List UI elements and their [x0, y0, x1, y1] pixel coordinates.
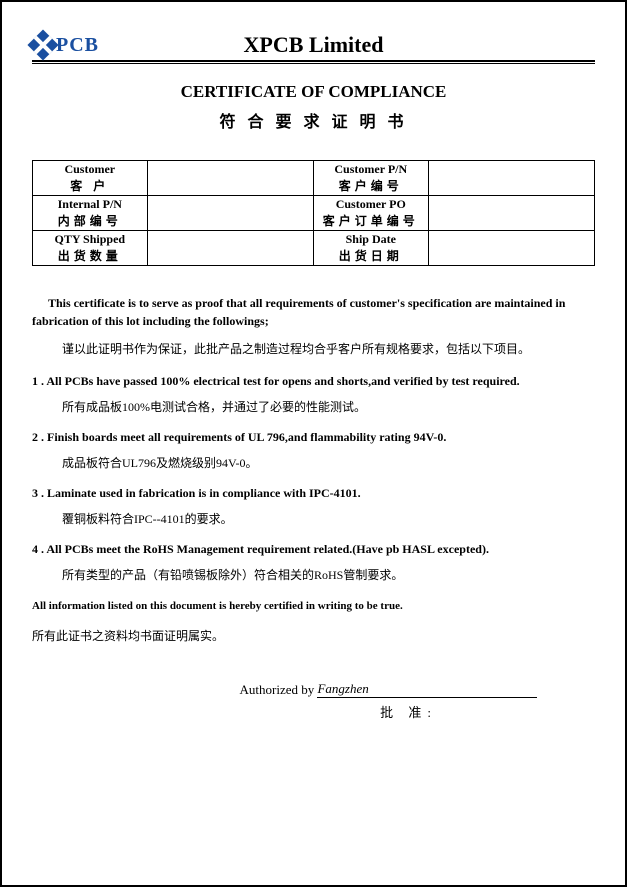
logo-text: PCB	[56, 34, 99, 57]
label-cn: 客户订单编号	[318, 212, 424, 229]
item-4-en: 4 . All PCBs meet the RoHS Management re…	[32, 540, 595, 558]
label-en: Customer	[64, 162, 115, 176]
company-name: XPCB Limited	[132, 32, 495, 58]
item-2-cn: 成品板符合UL796及燃烧级别94V-0。	[62, 454, 595, 472]
certificate-page: PCB XPCB Limited CERTIFICATE OF COMPLIAN…	[0, 0, 627, 887]
intro-en: This certificate is to serve as proof th…	[32, 294, 595, 330]
label-cn: 客户编号	[318, 177, 424, 194]
table-row: QTY Shipped 出货数量 Ship Date 出货日期	[33, 231, 595, 266]
label-cn: 出货数量	[37, 247, 143, 264]
signature-line: Fangzhen	[317, 681, 537, 698]
closing-cn: 所有此证书之资料均书面证明属实。	[32, 627, 595, 645]
value-ship-date	[428, 231, 594, 266]
closing-en: All information listed on this document …	[32, 598, 595, 615]
label-en: Internal P/N	[58, 197, 122, 211]
table-row: Internal P/N 内部编号 Customer PO 客户订单编号	[33, 196, 595, 231]
item-1-en: 1 . All PCBs have passed 100% electrical…	[32, 372, 595, 390]
label-ship-date: Ship Date 出货日期	[313, 231, 428, 266]
value-customer-pn	[428, 161, 594, 196]
value-customer	[147, 161, 313, 196]
item-2-en: 2 . Finish boards meet all requirements …	[32, 428, 595, 446]
auth-label-en: Authorized by	[240, 682, 315, 697]
item-1-cn: 所有成品板100%电测试合格，并通过了必要的性能测试。	[62, 398, 595, 416]
value-customer-po	[428, 196, 594, 231]
label-cn: 出货日期	[318, 247, 424, 264]
label-cn: 内部编号	[37, 212, 143, 229]
body: This certificate is to serve as proof th…	[32, 294, 595, 645]
label-en: Ship Date	[346, 232, 396, 246]
value-qty-shipped	[147, 231, 313, 266]
signature-name: Fangzhen	[317, 681, 372, 696]
value-internal-pn	[147, 196, 313, 231]
label-en: QTY Shipped	[55, 232, 126, 246]
intro-cn: 谨以此证明书作为保证，此批产品之制造过程均合乎客户所有规格要求，包括以下项目。	[32, 340, 595, 358]
certificate-title-en: CERTIFICATE OF COMPLIANCE	[32, 82, 595, 102]
label-en: Customer PO	[336, 197, 406, 211]
label-internal-pn: Internal P/N 内部编号	[33, 196, 148, 231]
label-qty-shipped: QTY Shipped 出货数量	[33, 231, 148, 266]
label-en: Customer P/N	[334, 162, 407, 176]
item-3-cn: 覆铜板料符合IPC--4101的要求。	[62, 510, 595, 528]
table-row: Customer 客 户 Customer P/N 客户编号	[33, 161, 595, 196]
auth-label-cn: 批 准:	[182, 702, 595, 721]
header-underline	[32, 63, 595, 64]
authorization: Authorized by Fangzhen 批 准:	[32, 681, 595, 721]
logo: PCB	[32, 34, 132, 57]
certificate-title-cn: 符 合 要 求 证 明 书	[32, 108, 595, 132]
item-4-cn: 所有类型的产品（有铅喷锡板除外）符合相关的RoHS管制要求。	[62, 566, 595, 584]
item-3-en: 3 . Laminate used in fabrication is in c…	[32, 484, 595, 502]
label-customer-pn: Customer P/N 客户编号	[313, 161, 428, 196]
label-customer: Customer 客 户	[33, 161, 148, 196]
auth-line-en: Authorized by Fangzhen	[182, 681, 595, 698]
logo-x-icon	[27, 29, 58, 60]
label-cn: 客 户	[37, 177, 143, 194]
info-table: Customer 客 户 Customer P/N 客户编号 Internal …	[32, 160, 595, 266]
label-customer-po: Customer PO 客户订单编号	[313, 196, 428, 231]
header: PCB XPCB Limited	[32, 32, 595, 62]
